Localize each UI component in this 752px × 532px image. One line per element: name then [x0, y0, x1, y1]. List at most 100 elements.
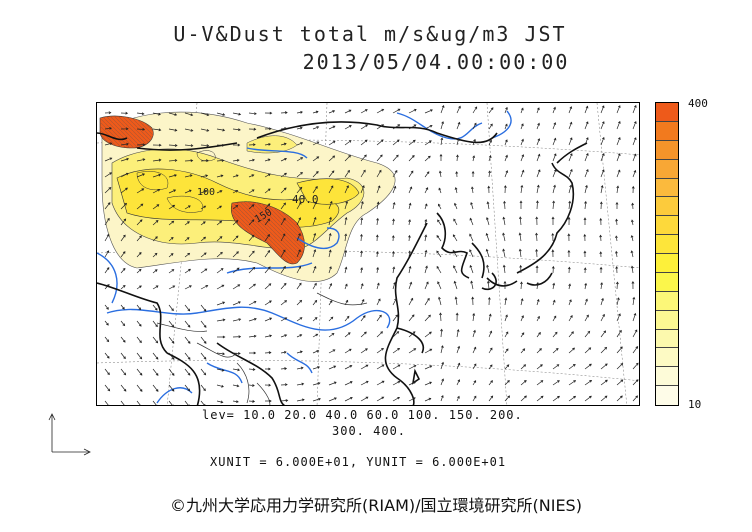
wind-arrow	[552, 106, 556, 114]
wind-arrow	[391, 250, 395, 258]
wind-arrow	[616, 329, 622, 338]
wind-arrow	[233, 143, 241, 147]
wind-arrow	[344, 185, 349, 194]
wind-arrow	[568, 121, 573, 130]
wind-arrow	[488, 107, 494, 114]
wind-arrow	[408, 219, 412, 226]
wind-arrow	[168, 384, 175, 392]
wind-arrow	[583, 250, 587, 258]
wind-arrow	[232, 284, 241, 290]
wind-arrow	[200, 368, 207, 376]
wind-arrow	[392, 396, 400, 402]
wind-arrow	[168, 336, 175, 344]
wind-arrow	[136, 112, 145, 116]
wind-arrow	[552, 299, 556, 306]
wind-arrow	[217, 335, 226, 339]
wind-arrow	[216, 205, 222, 210]
wind-arrow	[520, 298, 524, 306]
wind-arrow	[152, 188, 161, 194]
wind-arrow	[504, 154, 508, 162]
wind-arrow	[392, 124, 401, 130]
wind-arrow	[424, 348, 433, 354]
wind-arrow	[632, 137, 637, 146]
wind-arrow	[552, 122, 557, 130]
wind-arrow	[296, 249, 301, 258]
wind-arrow	[504, 380, 510, 386]
wind-arrow	[600, 282, 604, 290]
wind-arrow	[280, 265, 286, 274]
wind-arrow	[437, 281, 442, 290]
wind-arrow	[437, 219, 442, 226]
wind-arrow	[631, 281, 635, 290]
wind-arrow	[472, 122, 477, 130]
wind-arrow	[536, 380, 544, 386]
wind-arrow	[486, 264, 490, 274]
wind-arrow	[184, 400, 190, 405]
wind-arrow	[584, 152, 589, 162]
wind-arrow	[504, 314, 508, 322]
wind-arrow	[344, 299, 349, 306]
wind-arrow	[436, 250, 442, 258]
wind-arrow	[280, 399, 289, 402]
wind-arrow	[296, 317, 303, 322]
wind-arrow	[552, 169, 557, 178]
wind-arrow	[184, 336, 191, 344]
wind-arrow	[584, 137, 589, 146]
wind-arrow	[344, 200, 349, 210]
wind-arrow	[632, 362, 639, 370]
wind-arrow	[312, 201, 317, 210]
wind-arrow	[424, 171, 430, 178]
wind-arrow	[487, 185, 491, 194]
contour-label: 100	[197, 187, 215, 198]
wind-arrow	[152, 236, 158, 242]
wind-arrow	[248, 219, 255, 226]
wind-arrow	[264, 234, 270, 242]
wind-arrow	[312, 249, 317, 258]
colorbar-band	[656, 159, 678, 179]
wind-arrow	[248, 158, 255, 162]
wind-arrow	[120, 127, 129, 131]
wind-arrow	[408, 348, 417, 354]
wind-arrow	[248, 174, 255, 178]
wind-arrow	[232, 128, 241, 132]
wind-arrow	[104, 172, 113, 178]
wind-arrow	[552, 282, 556, 290]
wind-arrow	[184, 285, 192, 290]
wind-arrow	[536, 364, 543, 370]
wind-arrow	[216, 384, 224, 388]
wind-arrow	[200, 112, 210, 117]
chart-timestamp: 2013/05/04.00:00:00	[302, 50, 570, 74]
wind-arrow	[232, 335, 242, 339]
wind-arrow	[296, 171, 303, 178]
wind-arrow	[152, 220, 159, 226]
wind-arrow	[264, 383, 272, 387]
wind-arrow	[584, 380, 593, 386]
wind-arrow	[453, 280, 458, 290]
wind-arrow	[280, 350, 287, 354]
wind-arrow	[488, 139, 492, 146]
wind-arrow	[536, 184, 540, 194]
wind-arrow	[456, 345, 461, 354]
wind-arrow	[168, 204, 176, 210]
wind-arrow	[520, 169, 525, 178]
wind-arrow	[535, 232, 538, 242]
wind-arrow	[616, 153, 621, 162]
wind-arrow	[469, 217, 474, 226]
wind-arrow	[120, 187, 128, 194]
wind-arrow	[568, 347, 576, 354]
wind-arrow	[249, 351, 257, 355]
wind-arrow	[200, 159, 209, 163]
wind-arrow	[264, 300, 272, 306]
wind-arrow	[104, 352, 110, 359]
wind-arrow	[280, 111, 288, 115]
wind-arrow	[312, 265, 317, 274]
wind-arrow	[232, 112, 242, 116]
wind-arrow	[391, 235, 395, 242]
wind-arrow	[248, 283, 256, 290]
wind-arrow	[630, 265, 634, 274]
wind-arrow	[485, 232, 490, 242]
wind-arrow	[472, 312, 476, 322]
wind-arrow	[376, 364, 385, 370]
wind-arrow	[376, 380, 385, 386]
wind-arrow	[472, 329, 476, 338]
